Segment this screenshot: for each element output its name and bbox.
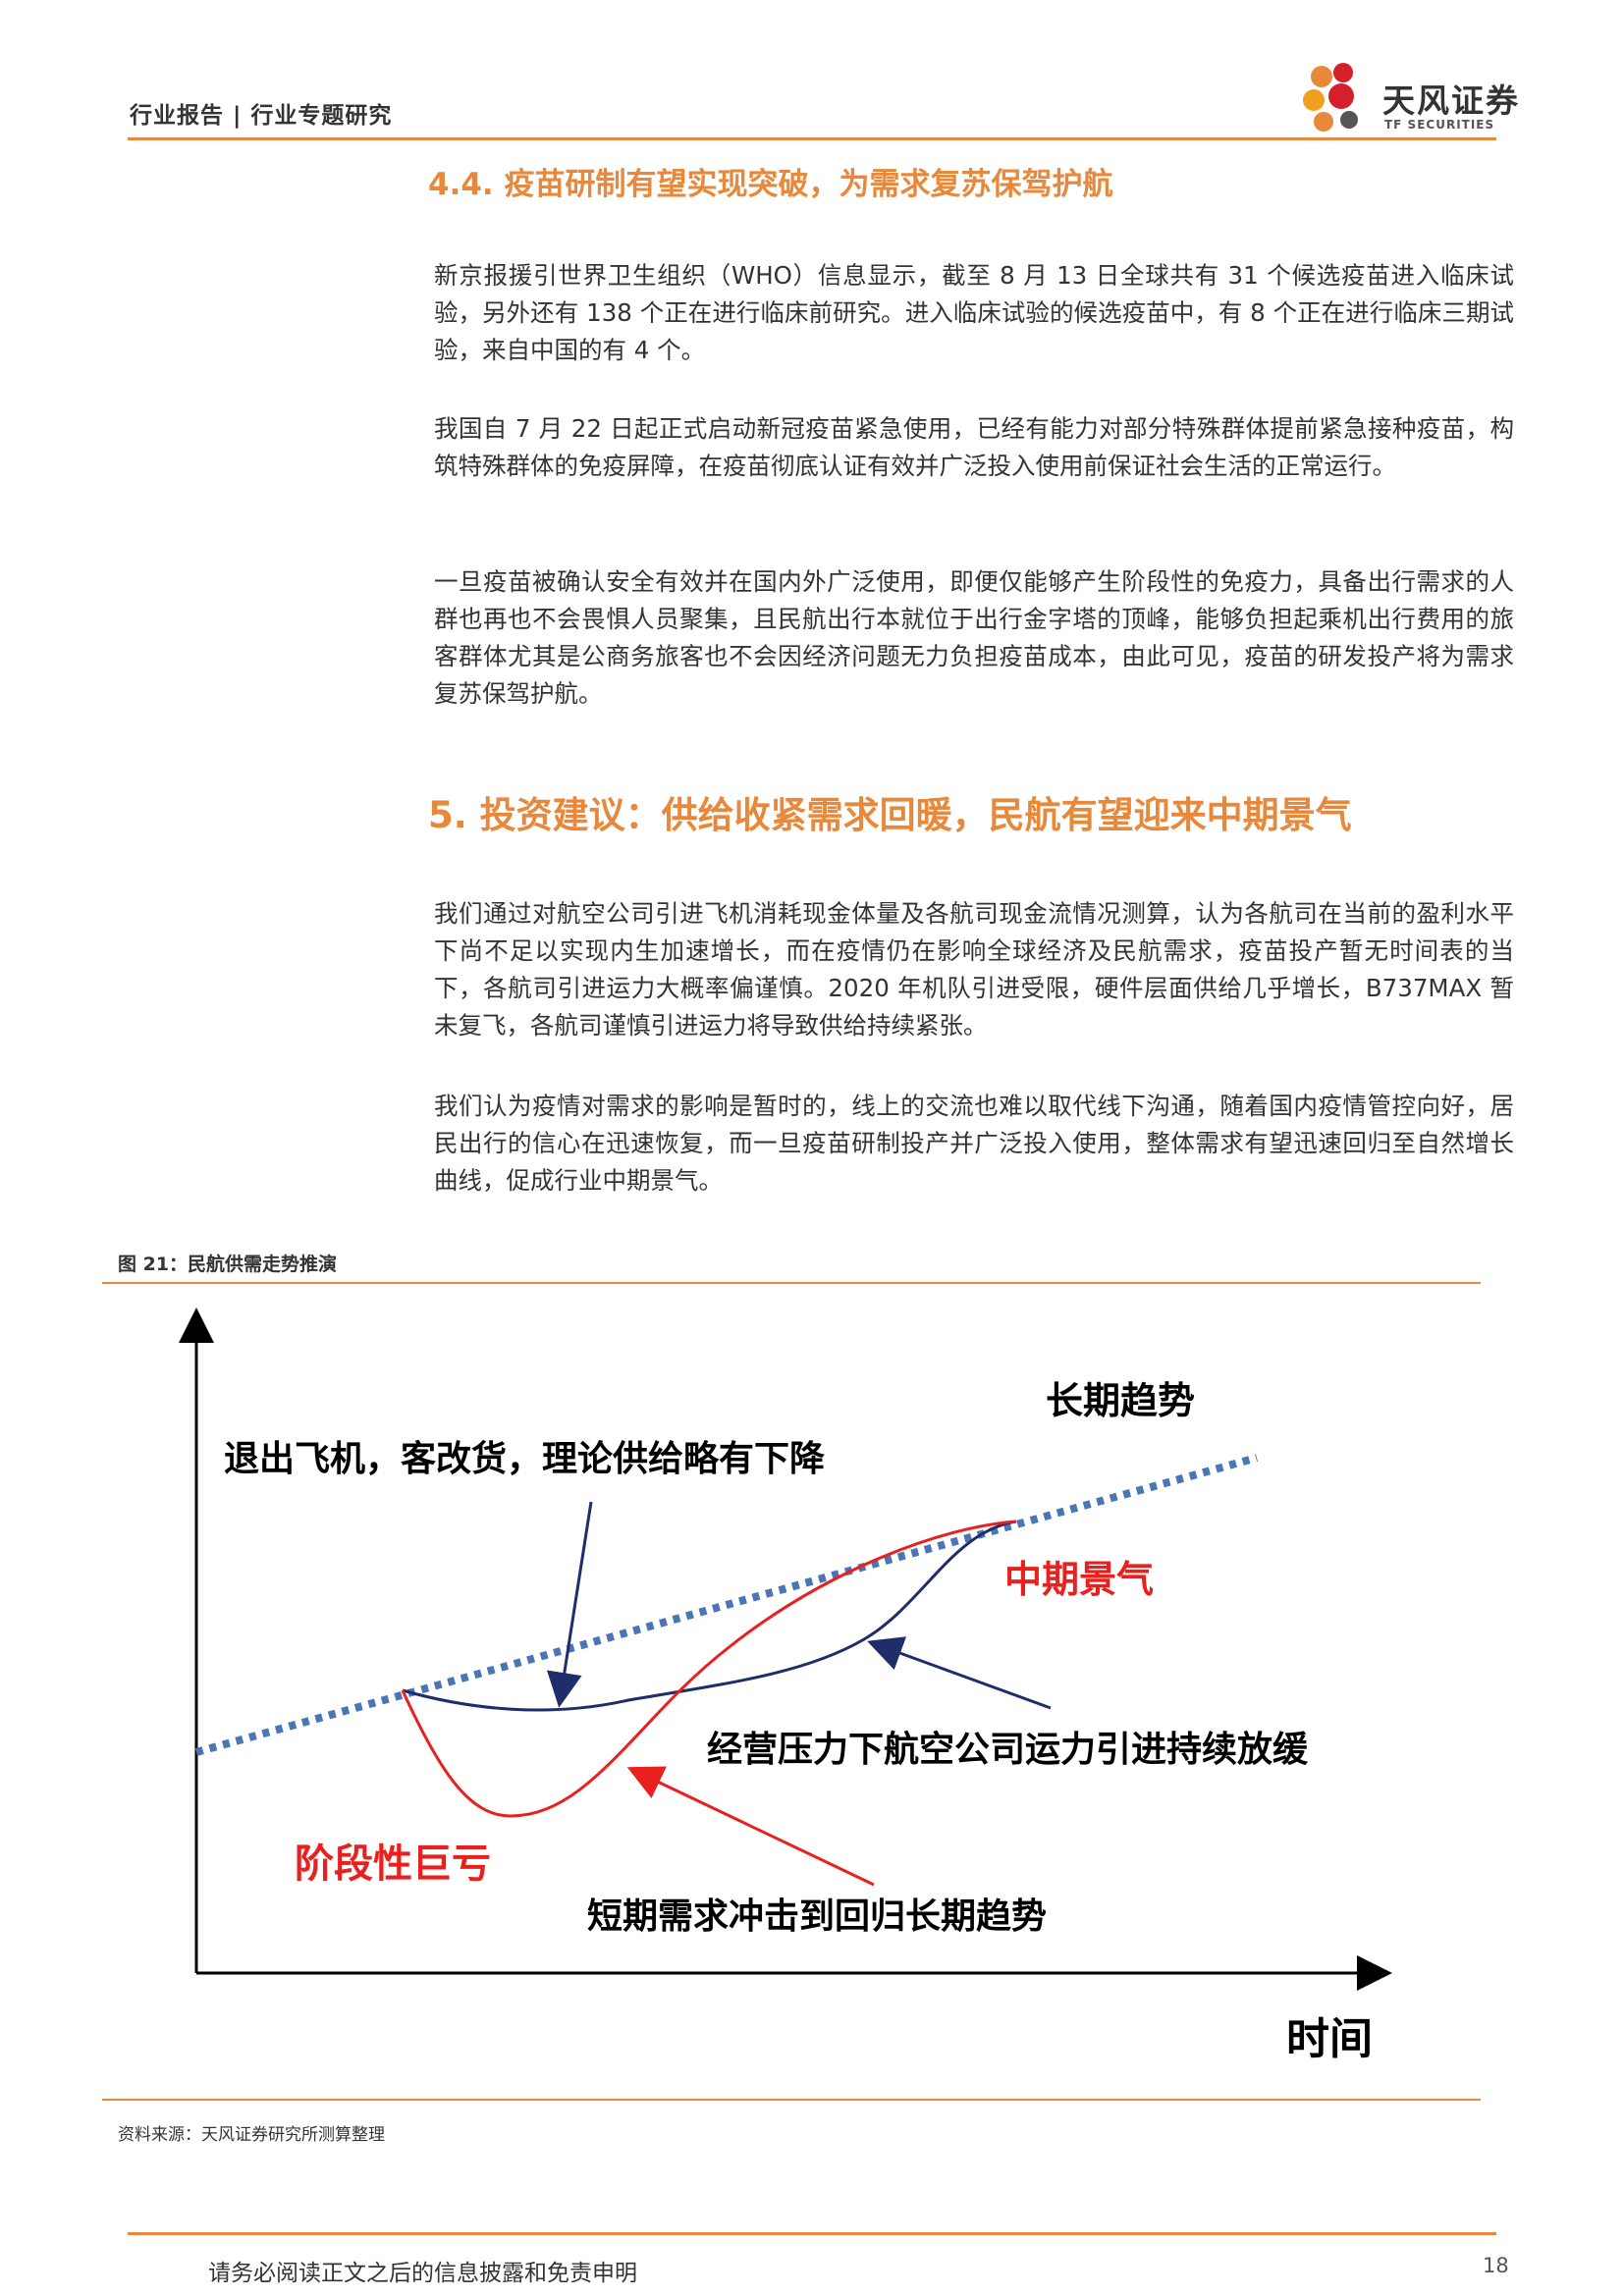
label-supply-down: 退出飞机，客改货，理论供给略有下降 xyxy=(224,1439,825,1479)
logo-flower-icon xyxy=(1303,63,1358,132)
figure-source: 资料来源：天风证券研究所测算整理 xyxy=(118,2125,385,2145)
label-stage-loss: 阶段性巨亏 xyxy=(295,1842,491,1887)
label-short-term-shock: 短期需求冲击到回归长期趋势 xyxy=(587,1896,1047,1937)
x-axis-label: 时间 xyxy=(1286,2014,1373,2064)
label-mid-term-boom: 中期景气 xyxy=(1004,1558,1154,1601)
supply-curve xyxy=(402,1520,1017,1712)
short-term-shock-arrow xyxy=(626,1766,875,1887)
report-category: 行业报告 | 行业专题研究 xyxy=(130,103,393,129)
section-4-4-heading: 4.4. 疫苗研制有望实现突破，为需求复苏保驾护航 xyxy=(428,167,1113,202)
paragraph: 我们通过对航空公司引进飞机消耗现金体量及各航司现金流情况测算，认为各航司在当前的… xyxy=(434,899,1514,1040)
demand-curve xyxy=(401,1520,1017,1818)
section-5-heading: 5. 投资建议：供给收紧需求回暖，民航有望迎来中期景气 xyxy=(428,794,1352,836)
paragraph: 我国自 7 月 22 日起正式启动新冠疫苗紧急使用，已经有能力对部分特殊群体提前… xyxy=(434,414,1514,480)
logo-text-en: TF SECURITIES xyxy=(1384,118,1495,132)
supply-demand-diagram: 长期趋势 退出飞机，客改货，理论供给略有下降 中期景气 经营压力下航空公司运力引… xyxy=(179,1308,1392,2064)
figure-bottom-rule xyxy=(102,2099,1481,2101)
paragraph: 一旦疫苗被确认安全有效并在国内外广泛使用，即便仅能够产生阶段性的免疫力，具备出行… xyxy=(434,567,1514,708)
label-capacity-slowdown: 经营压力下航空公司运力引进持续放缓 xyxy=(707,1729,1309,1770)
supply-down-arrow xyxy=(546,1501,593,1708)
footer-disclaimer[interactable]: 请务必阅读正文之后的信息披露和免责申明 xyxy=(208,2261,637,2286)
label-long-term-trend: 长期趋势 xyxy=(1046,1379,1195,1422)
paragraph: 新京报援引世界卫生组织（WHO）信息显示，截至 8 月 13 日全球共有 31 … xyxy=(434,261,1514,364)
company-logo: 天风证券 TF SECURITIES xyxy=(1292,53,1528,141)
figure-caption: 图 21：民航供需走势推演 xyxy=(118,1254,338,1275)
footer-divider xyxy=(128,2232,1496,2235)
figure-top-rule xyxy=(102,1282,1481,1284)
paragraph: 我们认为疫情对需求的影响是暂时的，线上的交流也难以取代线下沟通，随着国内疫情管控… xyxy=(434,1092,1514,1195)
header-divider xyxy=(128,137,1496,140)
capacity-slowdown-arrow xyxy=(867,1636,1052,1710)
page-number: 18 xyxy=(1483,2254,1509,2277)
long-term-trend-line xyxy=(194,1454,1259,1756)
logo-text-cn: 天风证券 xyxy=(1382,81,1520,120)
